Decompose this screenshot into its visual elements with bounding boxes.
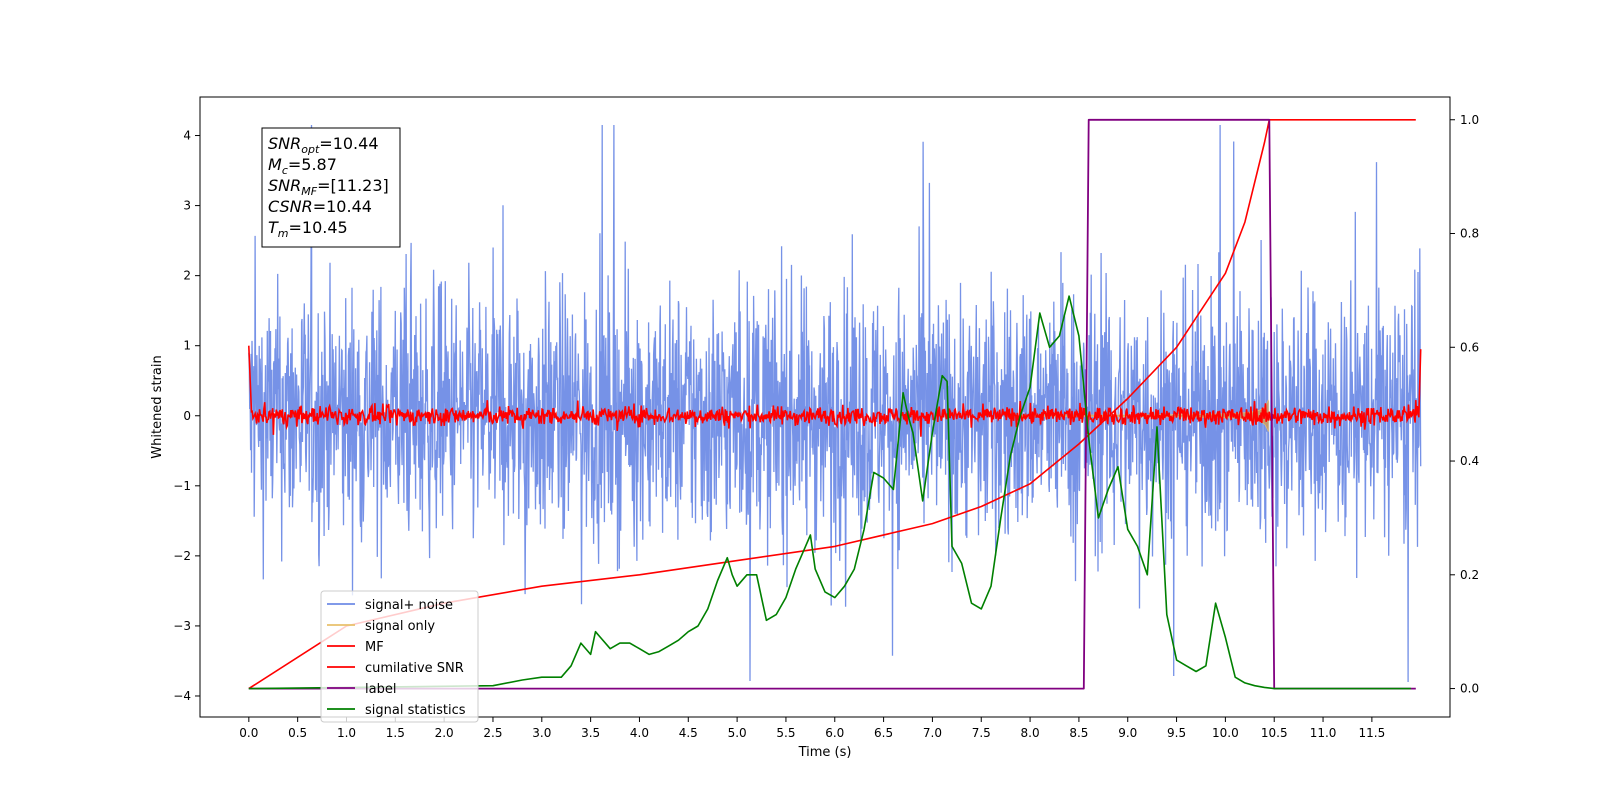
annotation-line: CSNR=10.44 xyxy=(268,197,372,216)
legend-label: label xyxy=(365,682,396,697)
y-left-tick-label: 0 xyxy=(183,409,191,423)
y-right-tick-label: 0.4 xyxy=(1460,454,1479,468)
x-tick-label: 4.5 xyxy=(679,726,698,740)
x-tick-label: 1.5 xyxy=(386,726,405,740)
x-tick-label: 9.0 xyxy=(1118,726,1137,740)
y-left-tick-label: −2 xyxy=(173,549,191,563)
legend-frame xyxy=(320,590,479,723)
annotation-box: SNRopt=10.44Mc=5.87SNRMF=[11.23]CSNR=10.… xyxy=(261,127,401,248)
y-left-tick-label: 4 xyxy=(183,129,191,143)
y-left-tick-label: 2 xyxy=(183,269,191,283)
legend-label: MF xyxy=(365,640,384,655)
legend-label: cumilative SNR xyxy=(365,661,464,676)
x-tick-label: 9.5 xyxy=(1167,726,1186,740)
y-left-tick-label: −1 xyxy=(173,479,191,493)
series-cumulative-snr-line xyxy=(248,119,1416,690)
y-left-tick-label: −4 xyxy=(173,689,191,703)
legend-label: signal statistics xyxy=(365,703,466,718)
y-axis-left: 4 3 2 1 0 −1 −2 −3 −4 xyxy=(173,129,200,703)
x-tick-label: 3.5 xyxy=(581,726,600,740)
annotation-frame xyxy=(261,127,401,248)
x-tick-label: 10.5 xyxy=(1261,726,1288,740)
x-tick-label: 0.5 xyxy=(288,726,307,740)
legend-label: signal only xyxy=(365,619,435,634)
x-tick-label: 5.5 xyxy=(776,726,795,740)
y-left-tick-label: 3 xyxy=(183,199,191,213)
x-tick-label: 4.0 xyxy=(630,726,649,740)
y-left-tick-label: 1 xyxy=(183,339,191,353)
annotation-line: SNRopt=10.44 xyxy=(268,134,379,156)
x-axis-title: Time (s) xyxy=(798,745,852,760)
x-tick-label: 6.5 xyxy=(874,726,893,740)
x-tick-label: 7.5 xyxy=(972,726,991,740)
y-axis-right: 0.0 0.2 0.4 0.6 0.8 1.0 xyxy=(1450,113,1479,696)
y-right-tick-label: 0.0 xyxy=(1460,682,1479,696)
plot-frame xyxy=(199,96,1451,718)
x-tick-label: 1.0 xyxy=(337,726,356,740)
y-right-tick-label: 0.8 xyxy=(1460,227,1479,241)
data-layer xyxy=(248,118,1422,690)
x-tick-label: 7.0 xyxy=(923,726,942,740)
x-tick-label: 0.0 xyxy=(239,726,258,740)
y-right-tick-label: 0.6 xyxy=(1460,340,1479,354)
y-left-tick-label: −3 xyxy=(173,619,191,633)
x-tick-label: 8.0 xyxy=(1021,726,1040,740)
x-tick-label: 8.5 xyxy=(1069,726,1088,740)
x-tick-label: 10.0 xyxy=(1212,726,1239,740)
x-tick-label: 2.5 xyxy=(483,726,502,740)
series-signal-noise-line xyxy=(248,124,1422,683)
y-right-tick-label: 0.2 xyxy=(1460,568,1479,582)
x-tick-label: 2.0 xyxy=(435,726,454,740)
legend: signal+ noise signal only MF cumilative SNR… xyxy=(320,590,479,723)
x-axis: 0.0 0.5 1.0 1.5 2.0 2.5 3.0 3.5 4.0 4.5 5.0 5.5 6.0 6… xyxy=(239,717,1385,740)
x-tick-label: 11.5 xyxy=(1359,726,1386,740)
annotation-line: SNRMF=[11.23] xyxy=(268,176,389,198)
annotation-line: Mc=5.87 xyxy=(268,155,337,177)
x-tick-label: 3.0 xyxy=(532,726,551,740)
x-tick-label: 6.0 xyxy=(825,726,844,740)
y-axis-title: Whitened strain xyxy=(150,355,165,458)
annotation-line: Tm=10.45 xyxy=(268,218,348,240)
legend-label: signal+ noise xyxy=(365,598,453,613)
series-signal-statistics-line xyxy=(248,295,1411,690)
series-mf-line xyxy=(248,345,1422,437)
x-tick-label: 11.0 xyxy=(1310,726,1337,740)
y-right-tick-label: 1.0 xyxy=(1460,113,1479,127)
x-tick-label: 5.0 xyxy=(728,726,747,740)
